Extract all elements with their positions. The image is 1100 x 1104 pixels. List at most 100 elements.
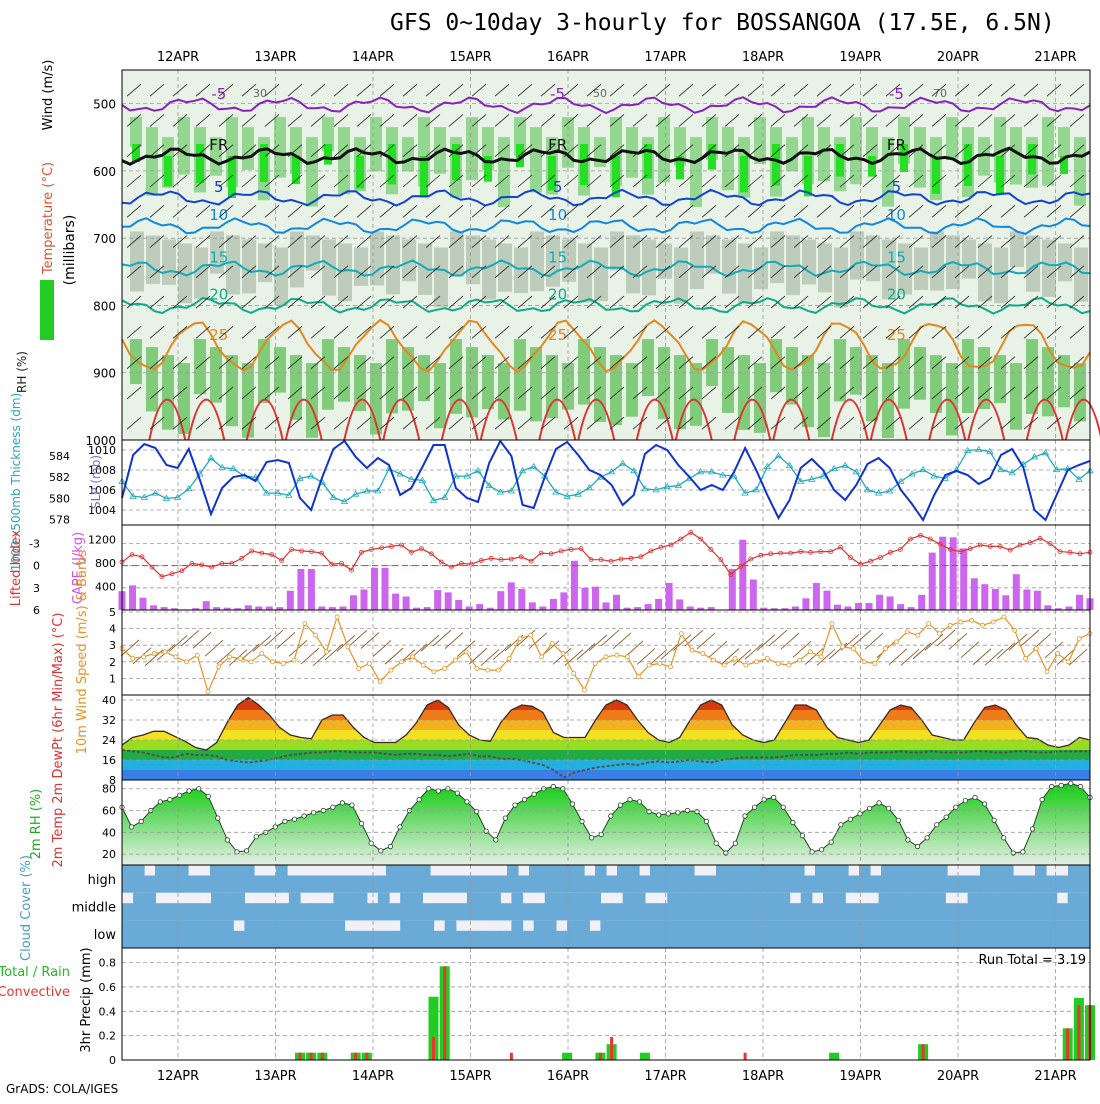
rh-shade [402,137,414,172]
rh-marker [512,802,518,808]
wind-barb [195,235,211,248]
wind-barb [862,356,878,369]
wind-barb [471,114,487,127]
wind-barb [770,416,786,430]
wind-barb [287,386,303,400]
rh-shade [178,363,190,434]
wind-barb [954,174,970,188]
cape-bar [991,588,999,610]
rh-shade [930,231,944,291]
thickness-marker [285,491,293,498]
cloud-cell [767,920,779,948]
wind-barb [1069,416,1085,430]
rh-marker [301,813,307,819]
wind-barb [770,174,786,188]
slp-tick-label: 1008 [88,464,116,477]
rh-shade [210,137,222,176]
wind-barb [655,356,671,369]
cloud-cell [800,892,813,921]
wind-barb [126,326,142,339]
wind-barb [793,235,809,248]
cloud-cell [856,920,868,948]
cloud-cell [661,865,673,893]
cloud-cell [745,892,757,921]
cloud-cell [333,892,346,921]
thickness-marker [763,462,772,469]
rh-shade [836,144,844,177]
wind-speed-marker [205,689,211,695]
rh-marker [454,790,460,796]
cloud-cell [441,875,453,893]
wind-barb [310,326,326,339]
thickness-axis-label: 1000~500mb Thickness (dm) [9,393,23,571]
wind-barb [172,386,188,400]
wind-barb [241,144,257,158]
lifted-index-marker [149,564,155,570]
cloud-cell [956,903,969,921]
wind-speed-marker [937,631,942,636]
wind-barb [908,235,924,248]
rh-marker [349,802,355,808]
cape-bar [834,604,841,610]
cloud-cell [782,865,794,893]
chart-title: GFS 0~10day 3-hourly for BOSSANGOA (17.5… [390,10,1055,36]
cloud-cell [133,920,145,948]
cloud-cell [760,865,772,893]
thickness-tick-label: 578 [49,514,70,527]
isotherm-line [538,398,577,441]
wind-barb [678,83,694,97]
rh-marker [416,796,422,803]
rh-shade [978,347,990,410]
wind-barb [885,174,901,188]
wind-speed-marker [603,654,609,660]
wind-barb [425,386,441,400]
cloud-cell [672,865,684,893]
wind-barb [839,83,855,97]
rh-shade [402,347,414,411]
temperature-band [122,720,1090,730]
wind-barb [241,416,257,430]
isotherm-label: -5 [550,85,565,103]
rh-marker [378,848,384,854]
cloud-cell [210,865,222,893]
wind-barb [425,356,441,369]
cloud-cell [522,930,535,948]
rh-shade [708,144,716,170]
rh-marker [1068,780,1074,786]
isotherm-label: 10 [548,206,567,224]
rh-shade [804,156,812,197]
wind-barb [517,265,533,279]
rh-shade [146,127,158,196]
wind-barb [218,114,234,127]
wind-barb [586,83,602,97]
rh-marker [646,808,652,815]
wind-barb [126,416,142,430]
thickness-marker [463,472,471,479]
lifted-index-marker [299,548,305,554]
lifted-index-marker [608,558,614,564]
wind-barb [287,295,303,309]
wind-barb [356,235,372,248]
wind-barb [471,386,487,400]
wind-barb [333,265,349,279]
wind-barb [977,265,993,279]
rh-shade [354,247,368,286]
temperature-band [122,750,1090,760]
wind-barb [839,386,855,400]
cape-bar [655,598,663,610]
wind-barb [492,643,512,660]
wind-barb [540,114,556,127]
wind-barb [1023,326,1039,339]
wind-barb [996,642,1016,660]
wind-speed-marker [334,614,340,620]
wind-barb [609,174,625,188]
rh-shade [228,156,236,198]
rh-shade [274,247,288,306]
wind-speed-marker [808,649,813,655]
wind-barb [356,144,372,158]
wind-barb [1069,114,1085,127]
wind-barb [264,265,280,279]
cloud-cell [366,930,379,948]
wind-barb [632,235,648,248]
wind-barb [402,174,418,188]
